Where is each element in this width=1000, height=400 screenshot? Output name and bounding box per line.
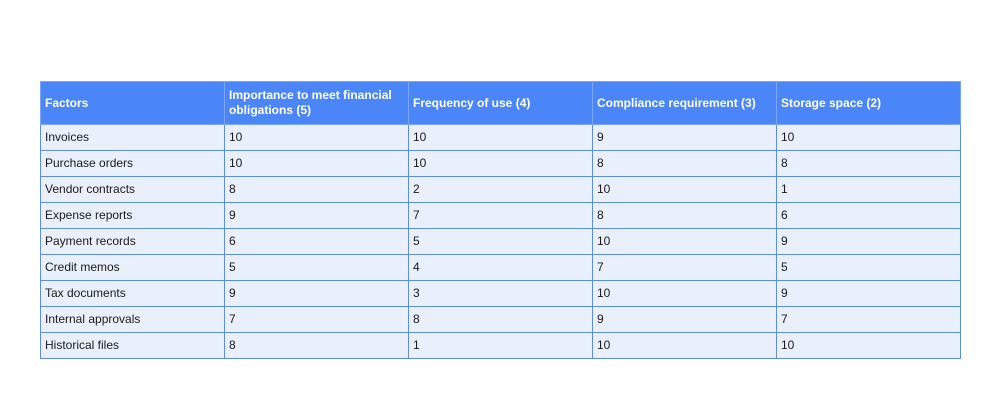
table-cell: 4: [408, 254, 593, 281]
table-cell: 7: [776, 306, 961, 333]
table-cell: 1: [776, 176, 961, 203]
table-cell: 9: [224, 280, 409, 307]
table-cell-factor: Historical files: [40, 332, 225, 359]
table-row: Invoices 10 10 9 10: [40, 124, 961, 151]
table-row: Internal approvals 7 8 9 7: [40, 306, 961, 333]
table-cell: 9: [592, 306, 777, 333]
table-cell: 10: [592, 228, 777, 255]
table-cell: 9: [776, 228, 961, 255]
header-factors: Factors: [40, 81, 225, 125]
table-cell: 8: [224, 176, 409, 203]
table-cell: 5: [224, 254, 409, 281]
table-cell: 7: [408, 202, 593, 229]
table-cell: 10: [776, 332, 961, 359]
table-cell: 1: [408, 332, 593, 359]
factors-table-container: Factors Importance to meet financial obl…: [40, 81, 961, 359]
table-cell: 9: [776, 280, 961, 307]
table-cell: 3: [408, 280, 593, 307]
table-cell: 10: [592, 176, 777, 203]
factors-table: Factors Importance to meet financial obl…: [40, 81, 961, 359]
table-cell: 10: [224, 124, 409, 151]
header-frequency: Frequency of use (4): [408, 81, 593, 125]
table-cell-factor: Invoices: [40, 124, 225, 151]
table-cell: 10: [592, 332, 777, 359]
table-cell: 10: [592, 280, 777, 307]
table-row: Historical files 8 1 10 10: [40, 332, 961, 359]
table-row: Credit memos 5 4 7 5: [40, 254, 961, 281]
table-header-row: Factors Importance to meet financial obl…: [40, 81, 961, 125]
table-cell-factor: Purchase orders: [40, 150, 225, 177]
table-cell-factor: Internal approvals: [40, 306, 225, 333]
table-cell: 10: [408, 150, 593, 177]
table-cell: 10: [776, 124, 961, 151]
table-cell: 7: [592, 254, 777, 281]
header-storage: Storage space (2): [776, 81, 961, 125]
table-cell: 8: [408, 306, 593, 333]
table-cell: 9: [592, 124, 777, 151]
table-cell: 2: [408, 176, 593, 203]
table-cell: 5: [408, 228, 593, 255]
table-row: Tax documents 9 3 10 9: [40, 280, 961, 307]
table-cell: 10: [224, 150, 409, 177]
table-row: Purchase orders 10 10 8 8: [40, 150, 961, 177]
table-cell-factor: Payment records: [40, 228, 225, 255]
table-cell-factor: Tax documents: [40, 280, 225, 307]
table-row: Payment records 6 5 10 9: [40, 228, 961, 255]
table-cell: 9: [224, 202, 409, 229]
table-cell: 8: [224, 332, 409, 359]
table-cell-factor: Credit memos: [40, 254, 225, 281]
table-cell: 6: [776, 202, 961, 229]
table-cell-factor: Vendor contracts: [40, 176, 225, 203]
table-cell: 7: [224, 306, 409, 333]
table-row: Expense reports 9 7 8 6: [40, 202, 961, 229]
table-row: Vendor contracts 8 2 10 1: [40, 176, 961, 203]
header-compliance: Compliance requirement (3): [592, 81, 777, 125]
table-cell: 5: [776, 254, 961, 281]
table-cell: 8: [592, 202, 777, 229]
table-cell: 6: [224, 228, 409, 255]
table-cell: 8: [776, 150, 961, 177]
table-cell: 8: [592, 150, 777, 177]
table-cell: 10: [408, 124, 593, 151]
header-importance: Importance to meet financial obligations…: [224, 81, 409, 125]
table-cell-factor: Expense reports: [40, 202, 225, 229]
